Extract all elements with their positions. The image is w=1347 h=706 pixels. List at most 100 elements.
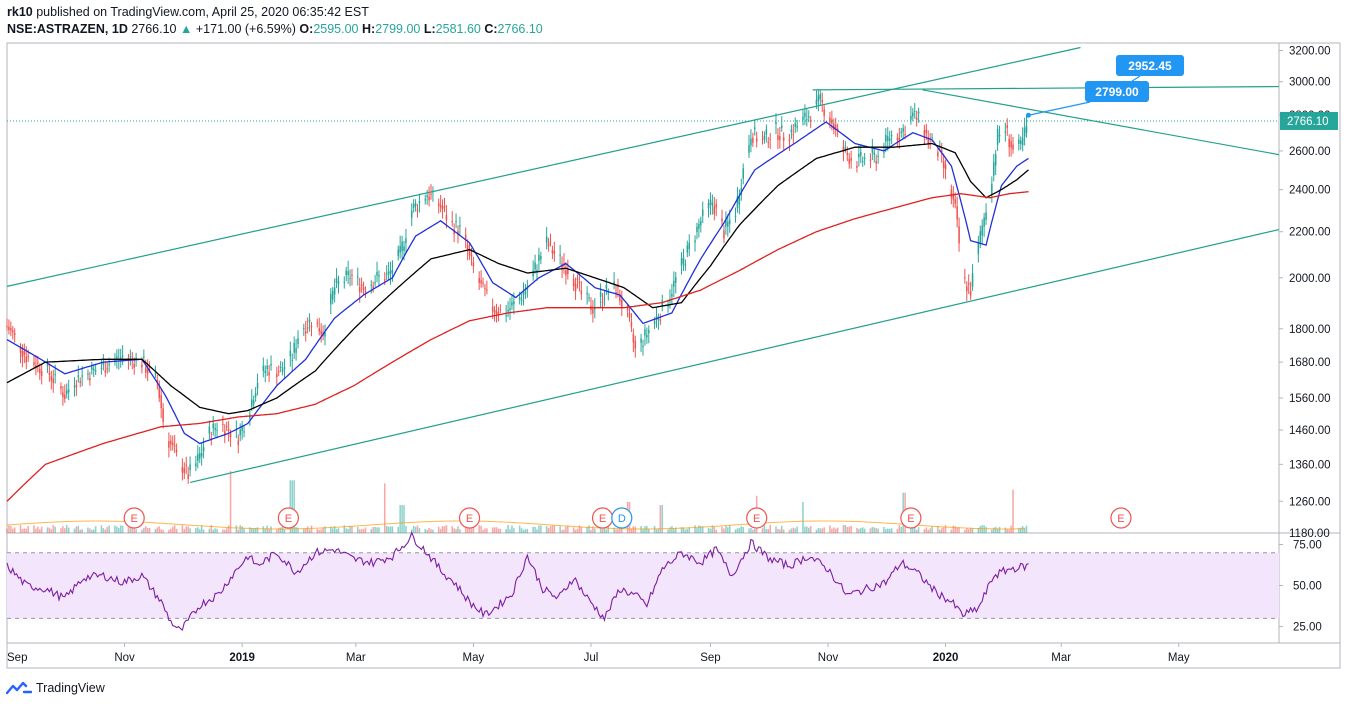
- volume-bar: [216, 528, 218, 533]
- candle-body: [983, 217, 985, 227]
- event-marker-earnings[interactable]: [1110, 507, 1132, 529]
- price-pane[interactable]: [7, 43, 1279, 533]
- volume-bar: [464, 527, 467, 533]
- price-callout-box[interactable]: [1085, 81, 1149, 102]
- volume-bar: [804, 526, 806, 533]
- trendline-falling-resistance[interactable]: [922, 89, 1280, 156]
- event-marker-earnings[interactable]: [900, 507, 922, 529]
- volume-bar: [601, 528, 604, 533]
- volume-bar: [586, 527, 588, 533]
- candle-body: [40, 371, 43, 376]
- publisher-name[interactable]: rk10: [7, 5, 33, 19]
- volume-bar: [439, 528, 442, 533]
- annotation-layer[interactable]: 2952.45 2799.00: [1025, 55, 1184, 118]
- open-value: 2595.00: [313, 22, 359, 36]
- volume-bar: [520, 528, 523, 533]
- candle-body: [619, 294, 621, 302]
- volume-bar: [470, 527, 473, 533]
- candle-body: [615, 292, 617, 294]
- event-marker-dividend[interactable]: [611, 507, 633, 529]
- candle-body: [844, 147, 847, 149]
- volume-bar: [486, 528, 488, 533]
- candle-body: [823, 109, 825, 116]
- candle-body: [806, 119, 808, 121]
- candle-body: [886, 136, 889, 141]
- volume-bar: [249, 527, 251, 533]
- volume-bar: [944, 525, 947, 533]
- volume-bar: [91, 529, 93, 533]
- volume-bar: [831, 528, 833, 533]
- volume-bar: [640, 526, 642, 533]
- volume-bar: [389, 526, 392, 533]
- low-value: 2581.60: [435, 22, 481, 36]
- candle-body: [688, 242, 691, 250]
- candle-body: [337, 281, 340, 285]
- candle-body: [330, 294, 332, 305]
- volume-bar: [698, 525, 700, 533]
- volume-bar: [376, 527, 378, 533]
- candle-body: [559, 254, 561, 256]
- price-callout-box[interactable]: [1116, 55, 1184, 76]
- volume-bar: [333, 526, 336, 533]
- volume-bar: [674, 527, 677, 533]
- volume-bar: [617, 529, 619, 533]
- candle-body: [981, 225, 983, 236]
- volume-bar: [748, 528, 750, 533]
- rsi-layer: [6, 531, 1029, 632]
- volume-bar: [224, 529, 226, 533]
- volume-bar: [418, 528, 421, 533]
- candle-body: [694, 240, 696, 243]
- event-marker-earnings[interactable]: [277, 507, 299, 529]
- symbol-label[interactable]: NSE:ASTRAZEN, 1D: [7, 22, 128, 36]
- volume-bar: [713, 526, 716, 533]
- volume-bar: [509, 529, 511, 533]
- candle-body: [73, 386, 76, 388]
- volume-bar: [952, 525, 955, 533]
- candle-body: [185, 464, 188, 466]
- volume-bar: [364, 527, 367, 533]
- volume-bar: [740, 526, 743, 533]
- volume-bar: [992, 527, 995, 533]
- last-price: 2766.10: [131, 22, 177, 36]
- candle-body: [430, 193, 432, 195]
- volume-bar: [250, 528, 253, 533]
- volume-bar: [715, 529, 718, 533]
- candle-body: [659, 319, 662, 321]
- trendline-channel-top[interactable]: [6, 46, 1081, 287]
- volume-bar: [836, 527, 839, 533]
- event-marker-earnings[interactable]: [746, 507, 768, 529]
- candle-body: [742, 168, 744, 179]
- event-marker-earnings[interactable]: [123, 507, 145, 529]
- brand-name[interactable]: TradingView: [36, 681, 105, 695]
- volume-bar: [160, 529, 162, 533]
- volume-bar: [885, 529, 887, 533]
- volume-bar: [942, 527, 945, 533]
- trendline-channel-bottom[interactable]: [189, 228, 1280, 484]
- volume-bar: [200, 525, 203, 533]
- candle-body: [1008, 138, 1010, 148]
- candle-body: [121, 355, 124, 357]
- candle-body: [470, 254, 473, 257]
- event-marker-earnings[interactable]: [458, 507, 481, 529]
- trendline-layer[interactable]: [6, 46, 1280, 484]
- volume-bar: [197, 527, 199, 533]
- candle-body: [243, 431, 245, 433]
- volume-bar: [94, 526, 97, 533]
- volume-bar: [709, 528, 712, 533]
- candle-body: [888, 138, 891, 141]
- volume-bar: [723, 528, 725, 533]
- candle-body: [752, 137, 754, 143]
- volume-bar: [264, 528, 267, 533]
- volume-bar: [173, 525, 176, 533]
- change-value: +171.00 (+6.59%): [195, 22, 296, 36]
- volume-bar: [25, 528, 28, 533]
- candle-body: [551, 249, 554, 254]
- rsi-tick-label: 75.00: [1293, 539, 1322, 551]
- candle-body: [505, 315, 507, 317]
- candle-body: [33, 362, 35, 365]
- tradingview-logo-icon[interactable]: [6, 681, 32, 695]
- volume-bar: [468, 526, 471, 533]
- trendline-horizontal-resistance[interactable]: [812, 85, 1280, 91]
- volume-bar: [873, 527, 876, 533]
